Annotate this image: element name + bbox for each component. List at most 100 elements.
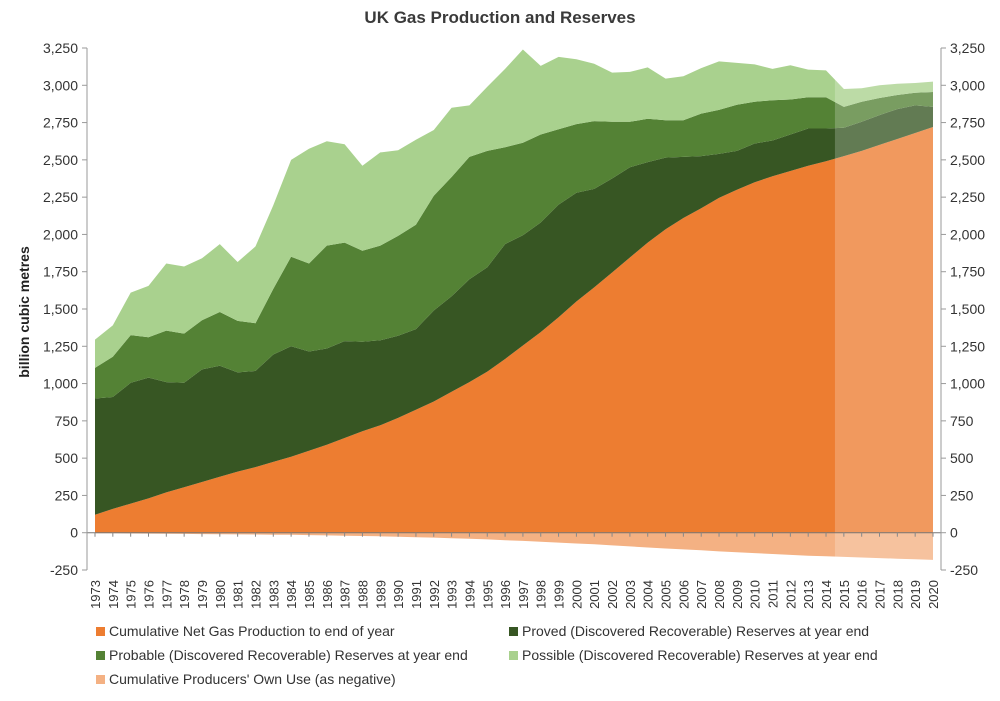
series-area-probable-discovered-recoverable-reserves: [95, 92, 933, 399]
y-tick-label-left: 1,750: [43, 264, 78, 280]
x-tick-label: 2000: [569, 580, 584, 609]
legend-item-probable: Probable (Discovered Recoverable) Reserv…: [96, 646, 468, 664]
y-tick-label-left: 1,500: [43, 301, 78, 317]
x-tick-label: 1982: [249, 580, 264, 609]
y-tick-label-left: 0: [70, 525, 78, 541]
y-tick-label-right: 500: [950, 450, 974, 466]
x-tick-label: 1993: [445, 580, 460, 609]
x-tick-label: 1985: [302, 580, 317, 609]
x-tick-label: 1975: [124, 580, 139, 609]
y-tick-label-left: 1,250: [43, 338, 78, 354]
x-tick-label: 1990: [391, 580, 406, 609]
series-area-proved-discovered-recoverable-reserves-a: [95, 105, 933, 515]
x-tick-label: 1983: [266, 580, 281, 609]
y-tick-label-right: 1,500: [950, 301, 985, 317]
x-tick-label: 1980: [213, 580, 228, 609]
x-tick-label: 1978: [177, 580, 192, 609]
y-tick-label-right: 2,250: [950, 189, 985, 205]
x-tick-label: 1989: [373, 580, 388, 609]
x-tick-label: 2014: [819, 580, 834, 609]
legend-label-possible: Possible (Discovered Recoverable) Reserv…: [522, 647, 878, 663]
y-tick-label-left: 750: [55, 413, 79, 429]
series-area-cumulative-net-gas-production-to-end-of-: [95, 127, 933, 533]
chart-title: UK Gas Production and Reserves: [364, 8, 636, 27]
y-tick-label-right: 1,000: [950, 376, 985, 392]
x-tick-label: 2006: [676, 580, 691, 609]
x-tick-label: 2017: [873, 580, 888, 609]
legend-item-proved: Proved (Discovered Recoverable) Reserves…: [509, 622, 869, 640]
x-tick-label: 2009: [730, 580, 745, 609]
y-tick-label-right: 250: [950, 487, 974, 503]
y-tick-label-left: 3,000: [43, 77, 78, 93]
x-tick-label: 1999: [552, 580, 567, 609]
x-tick-label: 1979: [195, 580, 210, 609]
x-tick-label: 2004: [641, 580, 656, 609]
y-tick-label-right: 1,750: [950, 264, 985, 280]
x-tick-label: 2018: [890, 580, 905, 609]
y-tick-label-right: 2,750: [950, 115, 985, 131]
legend-label-production: Cumulative Net Gas Production to end of …: [109, 623, 395, 639]
legend-item-possible: Possible (Discovered Recoverable) Reserv…: [509, 646, 878, 664]
x-tick-label: 2007: [694, 580, 709, 609]
x-tick-label: 2020: [926, 580, 941, 609]
y-tick-label-left: -250: [50, 562, 78, 578]
x-tick-label: 1981: [231, 580, 246, 609]
y-tick-label-right: -250: [950, 562, 978, 578]
projection-shade: [834, 48, 933, 570]
x-tick-label: 1988: [355, 580, 370, 609]
x-tick-label: 2010: [748, 580, 763, 609]
x-tick-label: 2003: [623, 580, 638, 609]
legend-swatch-proved: [509, 626, 518, 636]
series-areas: [95, 49, 933, 560]
x-tick-label: 1974: [106, 580, 121, 609]
x-ticks: 1973 1974 1975 1976 1977 1978 1979 1980 1981 1982…: [88, 532, 941, 609]
y-tick-label-right: 2,500: [950, 152, 985, 168]
x-tick-label: 1973: [88, 580, 103, 609]
x-tick-label: 1992: [427, 580, 442, 609]
legend-label-proved: Proved (Discovered Recoverable) Reserves…: [522, 623, 870, 639]
x-tick-label: 2013: [801, 580, 816, 609]
x-tick-label: 2001: [587, 580, 602, 609]
legend-swatch-possible: [509, 650, 518, 660]
x-tick-label: 2002: [605, 580, 620, 609]
x-tick-label: 1984: [284, 580, 299, 609]
series-area-own-use: [95, 532, 933, 560]
y-tick-label-right: 1,250: [950, 338, 985, 354]
y-tick-label-right: 2,000: [950, 226, 985, 242]
y-tick-label-left: 2,250: [43, 189, 78, 205]
x-tick-label: 2011: [766, 580, 781, 608]
legend-swatch-own-use: [96, 674, 105, 684]
legend-swatch-production: [96, 626, 105, 636]
x-tick-label: 2008: [712, 580, 727, 609]
y-tick-label-left: 500: [55, 450, 79, 466]
x-tick-label: 2015: [837, 580, 852, 609]
x-tick-label: 1995: [480, 580, 495, 609]
y-ticks-right: -250 0 250 500 750 1,000 1,250 1,500 1,750 2,000 2…: [941, 40, 985, 578]
y-tick-label-left: 2,000: [43, 226, 78, 242]
x-tick-label: 1998: [534, 580, 549, 609]
x-tick-label: 2019: [908, 580, 923, 609]
x-tick-label: 2012: [783, 580, 798, 609]
legend-item-own-use: Cumulative Producers' Own Use (as negati…: [96, 670, 396, 688]
x-tick-label: 1987: [338, 580, 353, 609]
y-tick-label-left: 3,250: [43, 40, 78, 56]
y-tick-label-left: 2,500: [43, 152, 78, 168]
x-tick-label: 2016: [855, 580, 870, 609]
y-tick-label-right: 0: [950, 525, 958, 541]
x-tick-label: 1986: [320, 580, 335, 609]
x-tick-label: 1991: [409, 580, 424, 609]
y-ticks-left: -250 0 250 500 750 1,000 1,250 1,500 1,750 2,000 2…: [43, 40, 87, 578]
y-tick-label-right: 750: [950, 413, 974, 429]
y-tick-label-left: 1,000: [43, 376, 78, 392]
y-tick-label-left: 250: [55, 487, 79, 503]
legend-swatch-probable: [96, 650, 105, 660]
x-tick-label: 1977: [159, 580, 174, 609]
legend-label-probable: Probable (Discovered Recoverable) Reserv…: [109, 647, 468, 663]
legend-label-own-use: Cumulative Producers' Own Use (as negati…: [109, 671, 396, 687]
y-tick-label-left: 2,750: [43, 115, 78, 131]
x-tick-label: 2005: [659, 580, 674, 609]
x-tick-label: 1996: [498, 580, 513, 609]
projection-overlay: [834, 48, 933, 570]
x-tick-label: 1994: [462, 580, 477, 609]
